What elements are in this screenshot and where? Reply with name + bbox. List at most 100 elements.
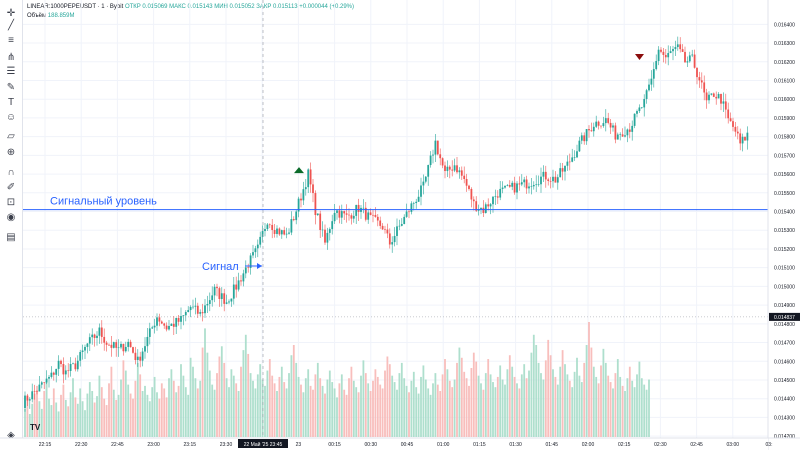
volume-bar [72, 378, 74, 437]
volume-bar [501, 379, 504, 437]
volume-bar [141, 391, 144, 437]
candle [494, 196, 497, 197]
time-tick-label: 22:30 [75, 442, 88, 448]
candle [492, 196, 494, 205]
candle [403, 216, 406, 225]
volume-bar [568, 380, 571, 437]
candle [28, 399, 31, 401]
candle [549, 180, 552, 182]
horizontal-lines-icon[interactable]: ≡ [8, 35, 14, 46]
candle [436, 140, 439, 155]
time-tick-label: 23:15 [184, 442, 197, 448]
candle [616, 134, 619, 140]
crosshair-icon[interactable]: ✛ [6, 8, 16, 19]
volume-bar [100, 387, 103, 437]
candle [710, 93, 713, 95]
candle [708, 94, 710, 101]
trash-icon[interactable]: ▤ [6, 232, 16, 243]
volume-bar [604, 362, 607, 437]
candle [441, 158, 444, 166]
volume-bar [93, 402, 96, 437]
text-icon[interactable]: T [7, 97, 15, 108]
volume-bar [177, 385, 180, 437]
volume-bar [499, 365, 502, 437]
candle [732, 121, 734, 127]
volume-bar [463, 371, 466, 437]
candle [532, 185, 535, 187]
volume-bar [105, 405, 108, 437]
candle [180, 316, 182, 322]
lock-drawings-icon[interactable]: ✐ [6, 182, 16, 193]
volume-bar [398, 373, 401, 437]
fib-icon[interactable]: ☰ [6, 66, 16, 77]
lock-icon[interactable]: ⊡ [6, 197, 16, 208]
price-tick-label: 0.015600 [774, 172, 795, 178]
trend-line-icon[interactable]: ╱ [7, 20, 15, 31]
candle [208, 300, 211, 304]
magnet-icon[interactable]: ∩ [7, 167, 15, 178]
candle [160, 321, 163, 324]
candle [547, 179, 550, 181]
volume-bar [345, 394, 348, 437]
candle [48, 376, 50, 379]
candle [285, 233, 288, 235]
ruler-icon[interactable]: ▱ [7, 131, 15, 142]
candle [84, 346, 86, 351]
candle [64, 370, 67, 375]
volume-bar [595, 376, 598, 437]
candle [456, 165, 458, 173]
candle [189, 306, 192, 311]
volume-bar [516, 383, 518, 437]
volume-bar [410, 380, 413, 437]
candle [379, 220, 382, 226]
volume-bar [590, 347, 593, 437]
candle [556, 177, 559, 183]
volume-bar [396, 389, 398, 437]
layers-icon[interactable]: ◈ [7, 430, 15, 441]
candle [216, 286, 218, 289]
volume-bar [242, 350, 245, 437]
volume-bar [547, 339, 550, 437]
volume-bar [216, 373, 218, 437]
candle [405, 211, 408, 217]
volume-bar [213, 389, 216, 437]
volume-bar [218, 356, 221, 437]
volume-bar [283, 382, 286, 437]
volume-bar [458, 347, 461, 437]
candle [576, 151, 578, 158]
volume-bar [84, 410, 86, 437]
candle [122, 343, 125, 352]
emoji-icon[interactable]: ☺ [5, 112, 17, 123]
candle [225, 302, 228, 304]
volume-bar [508, 355, 511, 437]
volume-bar [33, 393, 36, 437]
candle [475, 201, 478, 211]
volume-bar [196, 388, 199, 437]
candle [712, 93, 715, 97]
zoom-icon[interactable]: ⊕ [6, 147, 16, 158]
candle [139, 356, 142, 361]
volume-bar [472, 352, 475, 437]
symbol-label[interactable]: LINEAR:1000PEPEUSDT · 1 · Bybit [27, 4, 124, 10]
volume-bar [504, 384, 506, 437]
candle [348, 214, 350, 216]
candle [511, 182, 514, 187]
candle [686, 61, 689, 63]
volume-bar [50, 405, 53, 437]
candle [148, 328, 151, 337]
candle [247, 267, 250, 268]
volume-bar [559, 366, 562, 437]
volume-bar [204, 328, 206, 437]
eye-icon[interactable]: ◉ [6, 212, 16, 223]
candle [324, 229, 326, 243]
pitchfork-icon[interactable]: ⋔ [6, 52, 16, 63]
candle [372, 214, 374, 216]
volume-bar [189, 357, 192, 437]
candle [513, 182, 516, 193]
candle [300, 198, 302, 201]
volume-bar [518, 388, 521, 437]
candle [98, 327, 101, 336]
candle [544, 171, 547, 180]
brush-icon[interactable]: ✎ [6, 82, 16, 93]
